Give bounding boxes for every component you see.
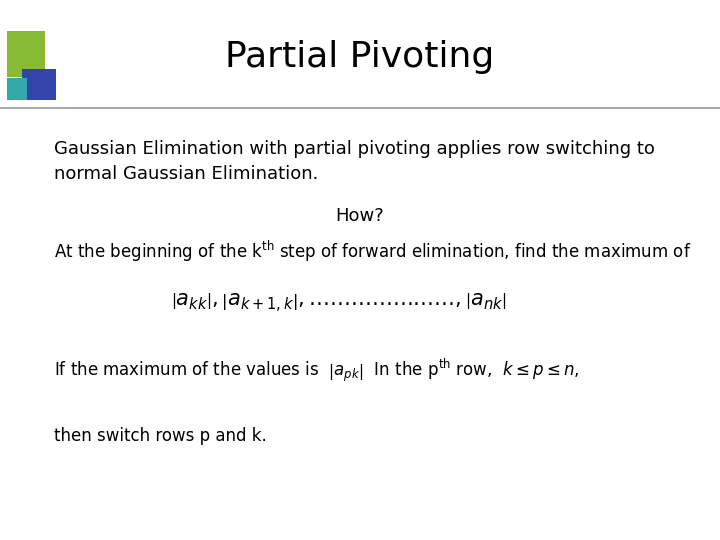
Text: Partial Pivoting: Partial Pivoting <box>225 40 495 73</box>
Text: If the maximum of the values is  $\left|a_{pk}\right|$  In the p$^{\mathregular{: If the maximum of the values is $\left|a… <box>54 356 580 384</box>
Text: Gaussian Elimination with partial pivoting applies row switching to
normal Gauss: Gaussian Elimination with partial pivoti… <box>54 140 655 184</box>
Bar <box>7 31 45 77</box>
Text: How?: How? <box>336 207 384 225</box>
Bar <box>22 69 56 100</box>
Bar <box>7 78 27 100</box>
Text: At the beginning of the k$^{\mathregular{th}}$ step of forward elimination, find: At the beginning of the k$^{\mathregular… <box>54 239 691 264</box>
Text: $\left|a_{kk}\right|,\left|a_{k+1,k}\right|,\ldots\ldots\ldots\ldots\ldots\ldots: $\left|a_{kk}\right|,\left|a_{k+1,k}\rig… <box>171 292 506 314</box>
Text: then switch rows p and k.: then switch rows p and k. <box>54 427 266 444</box>
